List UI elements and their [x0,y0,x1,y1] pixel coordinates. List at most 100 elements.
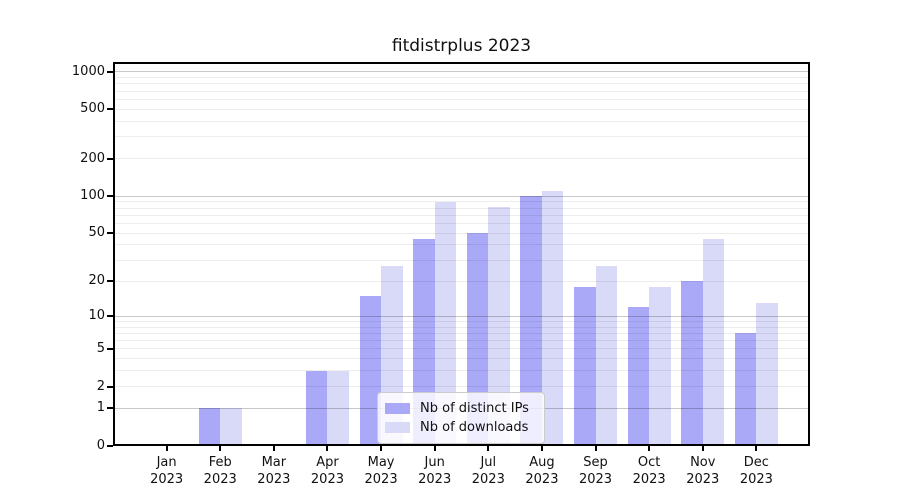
y-tick-label-2: 2 [96,378,105,394]
x-tick-mark-oct [648,446,651,451]
legend-item-distinct-ips: Nb of distinct IPs [385,399,536,418]
minor-gridline-6 [113,340,810,342]
bar-apr-downloads [327,370,349,446]
y-tick-mark [107,70,113,73]
y-tick-mark [107,315,113,318]
y-tick-label-10: 10 [88,308,105,324]
y-tick-mark [107,385,113,388]
chart-title: fitdistrplus 2023 [391,36,532,56]
y-tick-label-1: 1 [96,400,105,416]
x-tick-mark-jul [487,446,490,451]
x-tick-label-aug: Aug 2023 [525,455,559,487]
y-tick-mark [107,232,113,235]
bar-sep-distinct-ips [574,286,596,446]
minor-gridline-3 [113,370,810,372]
x-tick-label-feb: Feb 2023 [203,455,237,487]
x-tick-label-sep: Sep 2023 [578,455,613,487]
plot-area: Nb of distinct IPs Nb of downloads 0 1 2 5 1… [72,62,810,487]
minor-gridline-7 [113,332,810,334]
x-tick-mark-aug [540,446,543,451]
x-tick-label-nov: Nov 2023 [686,455,720,487]
bar-jun-downloads [434,201,457,446]
x-tick-label-oct: Oct 2023 [632,455,666,487]
major-gridline-10 [113,315,810,317]
legend-item-downloads: Nb of downloads [385,418,536,437]
minor-gridline-200 [113,158,810,160]
bar-nov-distinct-ips [681,281,703,446]
minor-gridline-900 [113,77,810,79]
x-tick-label-jan: Jan 2023 [150,455,184,487]
legend: Nb of distinct IPs Nb of downloads [377,392,545,444]
legend-label-downloads: Nb of downloads [420,420,529,435]
minor-gridline-800 [113,83,810,85]
minor-gridline-40 [113,244,810,246]
y-tick-label-1000: 1000 [71,63,105,79]
minor-gridline-2 [113,386,810,387]
x-tick-mark-may [380,446,383,451]
y-tick-label-100: 100 [80,188,105,204]
minor-gridline-90 [113,201,810,203]
x-tick-label-mar: Mar 2023 [257,455,291,487]
bars-layer [113,62,810,446]
x-tick-mark-apr [326,446,329,451]
bar-oct-distinct-ips [627,307,650,446]
x-tick-label-jul: Jul 2023 [471,455,505,487]
y-tick-mark [107,157,113,160]
y-tick-label-5: 5 [96,340,105,356]
minor-gridline-8 [113,326,810,328]
y-tick-mark [107,108,113,111]
x-tick-label-apr: Apr 2023 [310,455,344,487]
bar-may-distinct-ips [359,295,382,446]
grid-layer [113,62,810,446]
minor-gridline-4 [113,358,810,360]
y-tick-label-500: 500 [80,101,105,117]
minor-gridline-30 [113,259,810,261]
major-gridline-100 [113,195,810,197]
minor-gridline-50 [113,232,810,234]
bar-apr-distinct-ips [306,370,328,446]
minor-gridline-700 [113,90,810,92]
x-tick-label-jun: Jun 2023 [418,455,452,487]
legend-label-distinct-ips: Nb of distinct IPs [420,401,529,416]
minor-gridline-500 [113,108,810,110]
y-tick-mark [107,445,113,447]
x-tick-mark-dec [755,446,758,451]
y-tick-label-0: 0 [96,438,105,453]
x-tick-mark-nov [701,446,704,451]
minor-gridline-600 [113,98,810,100]
bar-aug-distinct-ips [520,196,542,446]
y-tick-mark [107,280,113,283]
minor-gridline-300 [113,136,810,138]
minor-gridline-60 [113,222,810,224]
minor-gridline-9 [113,320,810,322]
minor-gridline-80 [113,207,810,209]
x-tick-mark-jun [433,446,436,451]
minor-gridline-20 [113,280,810,282]
minor-gridline-5 [113,348,810,350]
x-tick-mark-sep [594,446,597,451]
minor-gridline-70 [113,214,810,216]
x-tick-label-dec: Dec 2023 [739,455,773,487]
y-tick-mark [107,407,113,410]
x-tick-mark-mar [272,446,275,451]
y-tick-label-50: 50 [88,225,105,241]
bar-oct-downloads [649,286,671,446]
bar-feb-downloads [220,408,242,446]
x-tick-mark-feb [219,446,222,451]
bar-jul-downloads [488,206,510,446]
bar-nov-downloads [702,238,725,446]
bar-sep-downloads [595,265,617,446]
x-tick-mark-jan [165,446,168,451]
y-tick-mark [107,195,113,198]
y-tick-mark [107,347,113,350]
y-tick-label-200: 200 [80,150,105,166]
bar-aug-downloads [541,190,564,446]
legend-swatch-distinct-ips [385,403,410,414]
bar-dec-downloads [756,303,778,446]
legend-swatch-downloads [385,422,410,433]
y-tick-label-20: 20 [88,273,105,289]
major-gridline-1000 [113,71,810,73]
x-tick-label-may: May 2023 [364,455,398,487]
bar-feb-distinct-ips [198,408,221,446]
